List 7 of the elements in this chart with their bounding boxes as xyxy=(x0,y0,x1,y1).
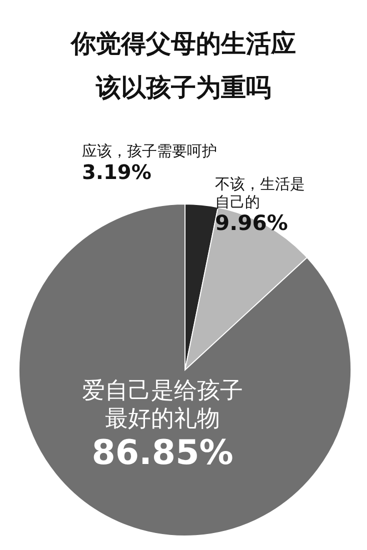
slice-label: 爱自己是给孩子最好的礼物 xyxy=(81,378,244,434)
data-label: 86.85% xyxy=(90,433,234,474)
slice-label: 应该，孩子需要呵护 xyxy=(82,142,218,160)
data-label: 3.19% xyxy=(82,160,152,184)
chart-title: 你觉得父母的生活应该以孩子为重吗 xyxy=(69,28,297,104)
slice-label: 不该，生活是自己的 xyxy=(215,175,306,211)
data-label: 9.96% xyxy=(215,211,289,236)
